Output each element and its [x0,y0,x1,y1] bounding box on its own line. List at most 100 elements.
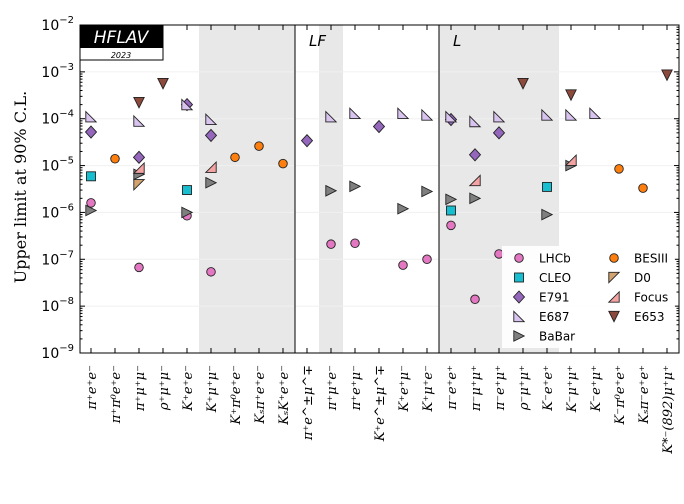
point-e687-0 [85,110,98,123]
point-e791-4 [300,134,314,148]
point-besiii-0 [110,153,120,164]
point-e791-7 [468,148,482,162]
point-e653-3 [565,89,577,102]
category-label-6: K⁺π⁰e⁺e⁻ [229,365,244,425]
series-d0 [133,179,146,192]
point-babar-10 [541,208,554,221]
point-e687-3 [205,113,218,125]
series-e653 [133,69,673,109]
point-cleo-3 [542,181,552,192]
legend-marker-babar [513,330,526,342]
category-label-13: K⁺e⁺μ⁻ [397,365,412,412]
point-e687-4 [325,110,338,123]
point-lhcb-1 [134,262,144,273]
category-label-23: Kₛπ⁻e⁺e⁺ [637,365,652,425]
legend-marker-lhcb [514,253,524,263]
logo-banner [80,26,163,48]
category-label-9: π⁺e^±μ^∓ [301,365,316,441]
y-tick-label: 10−5 [41,156,74,175]
point-babar-6 [397,202,410,215]
point-cleo-1 [182,185,192,196]
category-label-18: ρ⁻μ⁺μ⁺ [517,365,532,411]
category-label-19: K⁻e⁺e⁺ [541,365,556,412]
point-babar-9 [469,192,482,205]
shaded-band-0 [199,25,295,353]
legend-marker-e791 [512,290,526,304]
legend-marker-besiii [609,253,619,263]
category-label-16: π⁻μ⁺μ⁺ [469,365,484,412]
point-e687-13 [589,107,602,120]
point-e687-2 [181,98,194,111]
legend-label-e791: E791 [539,291,570,305]
series-babar [85,159,578,221]
point-besiii-5 [638,183,648,193]
y-tick-label: 10−2 [41,15,74,34]
category-label-5: K⁺μ⁺μ⁻ [205,365,220,413]
category-label-11: π⁺e⁺μ⁻ [349,365,364,411]
point-babar-0 [85,204,98,217]
series-e791 [84,97,506,164]
hflav-logo: HFLAV 2023 [79,25,164,61]
point-e791-5 [372,119,386,134]
legend-label-cleo: CLEO [539,271,571,285]
x-axis: π⁺e⁺e⁻ π⁺π⁰e⁺e⁻ π⁺μ⁺μ⁻ ρ⁺μ⁺μ⁻ K⁺e⁺e⁻ K⁺μ⁺μ⁻ K⁺… [85,25,676,455]
y-axis-label: Upper limit at 90% C.L. [11,91,30,283]
point-focus-3 [564,153,577,166]
point-e687-10 [493,110,506,123]
point-lhcb-9 [470,294,480,305]
point-e687-12 [565,108,578,121]
category-label-0: π⁺e⁺e⁻ [85,365,100,411]
legend-label-e653: E653 [634,310,665,324]
point-e687-8 [445,110,458,123]
point-besiii-4 [614,164,624,174]
category-label-7: Kₛπ⁺e⁺e⁻ [253,365,268,425]
y-tick-label: 10−6 [41,202,74,221]
logo-year-text: 2023 [111,51,131,60]
legend-marker-d0 [608,271,621,284]
category-label-20: K⁻μ⁺μ⁺ [565,365,580,413]
series-lhcb [86,198,504,305]
logo-main-text: HFLAV [94,28,150,48]
region-label-1: LF [309,32,326,50]
series-e687 [85,98,602,128]
point-e687-6 [397,107,410,120]
point-babar-2 [181,206,194,219]
point-besiii-2 [254,141,264,151]
data-points [84,69,673,305]
point-e791-3 [204,128,218,143]
point-e791-1 [132,150,146,164]
point-besiii-1 [230,152,240,163]
legend-marker-cleo [514,272,524,283]
point-e653-2 [517,78,529,90]
legend-label-e687: E687 [539,310,570,324]
legend-label-besiii: BESIII [634,252,668,266]
y-tick-label: 10−4 [41,109,74,128]
point-lhcb-0 [86,198,96,208]
legend: LHCb CLEO E791 E687 BaBar BESIII D0 Focus E653 [502,246,675,348]
point-lhcb-6 [398,260,408,270]
point-e653-4 [661,69,673,82]
y-axis: 10−9 10−8 10−7 10−6 10−5 10−4 10−3 10−2 [41,15,679,362]
point-d0-0 [133,179,146,192]
legend-label-d0: D0 [634,271,651,285]
series-focus [132,153,577,187]
point-lhcb-7 [422,254,432,265]
y-tick-label: 10−9 [41,343,74,362]
legend-marker-focus [607,290,620,303]
category-label-24: K*⁻(892)μ⁺μ⁺ [661,365,676,455]
point-babar-4 [325,184,338,197]
legend-background [502,246,675,348]
point-babar-3 [205,176,218,189]
point-babar-5 [349,180,362,193]
y-tick-label: 10−8 [41,296,74,315]
region-labels: LF L [309,32,461,50]
point-cleo-2 [446,205,456,216]
category-label-3: ρ⁺μ⁺μ⁻ [157,365,172,411]
category-label-2: π⁺μ⁺μ⁻ [133,365,148,412]
point-focus-2 [468,174,481,187]
point-focus-1 [204,160,217,173]
category-label-21: K⁻e⁺μ⁺ [589,365,604,412]
point-lhcb-5 [350,238,360,248]
